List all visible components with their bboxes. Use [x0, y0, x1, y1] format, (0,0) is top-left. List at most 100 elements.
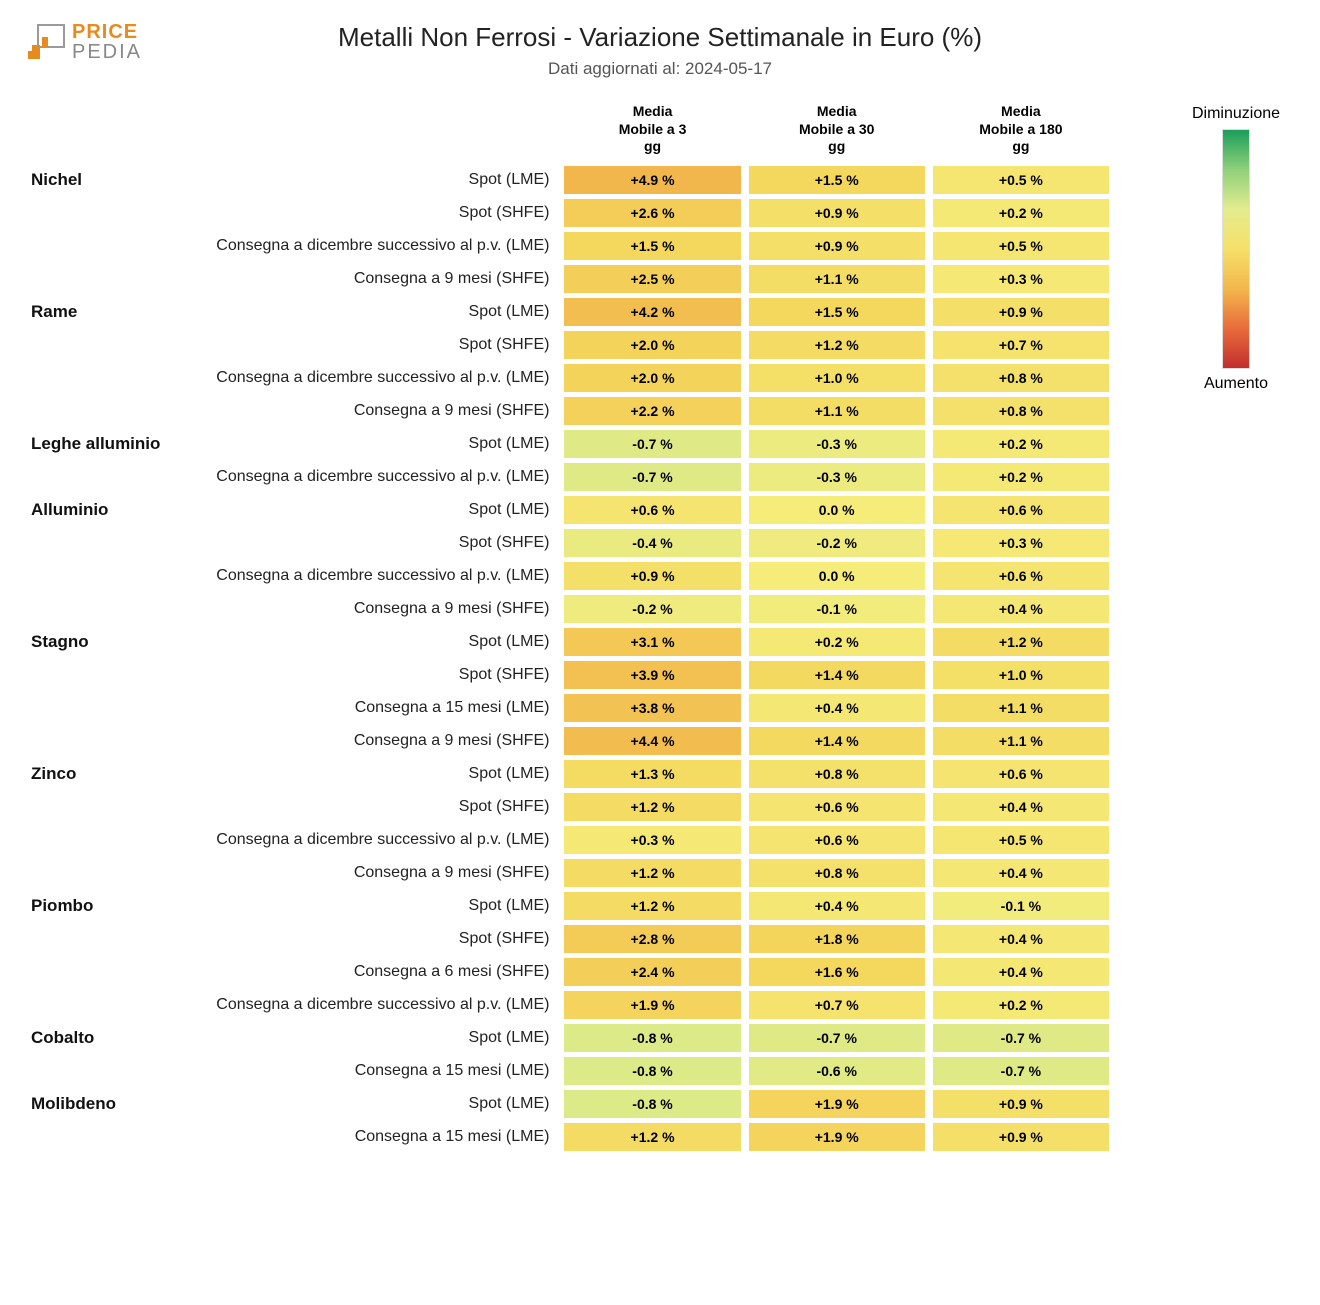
heatmap-cell: +0.7 % [748, 990, 926, 1020]
group-label [30, 924, 170, 954]
heatmap-cell: +1.8 % [748, 924, 926, 954]
heatmap-cell: +0.3 % [563, 825, 741, 855]
heatmap-cell: +0.5 % [932, 825, 1110, 855]
heatmap-cell: +0.4 % [748, 693, 926, 723]
heatmap-cell: +4.2 % [563, 297, 741, 327]
heatmap-cell: +4.9 % [563, 165, 741, 195]
group-label [30, 264, 170, 294]
heatmap-cell: +0.4 % [748, 891, 926, 921]
logo: PRICE PEDIA [28, 22, 142, 62]
table-row: Consegna a 15 mesi (LME)+1.2 %+1.9 %+0.9… [30, 1122, 1110, 1152]
group-label [30, 231, 170, 261]
heatmap-cell: -0.7 % [748, 1023, 926, 1053]
logo-text: PRICE PEDIA [72, 22, 142, 62]
table-row: Consegna a 9 mesi (SHFE)+1.2 %+0.8 %+0.4… [30, 858, 1110, 888]
group-label [30, 726, 170, 756]
heatmap-cell: +1.2 % [563, 1122, 741, 1152]
logo-text-bottom: PEDIA [72, 42, 142, 62]
heatmap-cell: 0.0 % [748, 495, 926, 525]
heatmap-cell: +0.6 % [748, 825, 926, 855]
table-row: NichelSpot (LME)+4.9 %+1.5 %+0.5 % [30, 165, 1110, 195]
group-label [30, 957, 170, 987]
row-label: Consegna a dicembre successivo al p.v. (… [176, 990, 557, 1020]
table-row: Consegna a dicembre successivo al p.v. (… [30, 825, 1110, 855]
group-label: Cobalto [30, 1023, 170, 1053]
heatmap-cell: +1.2 % [563, 891, 741, 921]
heatmap-cell: +0.6 % [748, 792, 926, 822]
group-label [30, 792, 170, 822]
table-row: RameSpot (LME)+4.2 %+1.5 %+0.9 % [30, 297, 1110, 327]
group-label: Alluminio [30, 495, 170, 525]
heatmap-cell: +2.2 % [563, 396, 741, 426]
row-label: Spot (LME) [176, 891, 557, 921]
row-label: Consegna a 15 mesi (LME) [176, 1056, 557, 1086]
heatmap-cell: +0.6 % [932, 561, 1110, 591]
heatmap-cell: +0.7 % [932, 330, 1110, 360]
group-label [30, 660, 170, 690]
heatmap-cell: +0.4 % [932, 957, 1110, 987]
heatmap-cell: +2.0 % [563, 330, 741, 360]
heatmap-cell: +1.1 % [748, 396, 926, 426]
row-label: Spot (LME) [176, 1089, 557, 1119]
table-row: Spot (SHFE)-0.4 %-0.2 %+0.3 % [30, 528, 1110, 558]
heatmap-cell: +0.8 % [932, 396, 1110, 426]
heatmap-cell: -0.2 % [748, 528, 926, 558]
heatmap-cell: -0.7 % [563, 462, 741, 492]
table-row: Consegna a 6 mesi (SHFE)+2.4 %+1.6 %+0.4… [30, 957, 1110, 987]
logo-icon [28, 23, 66, 61]
heatmap-cell: -0.7 % [932, 1023, 1110, 1053]
color-legend: Diminuzione Aumento [1176, 105, 1296, 399]
table-row: Spot (SHFE)+2.0 %+1.2 %+0.7 % [30, 330, 1110, 360]
logo-text-top: PRICE [72, 22, 142, 42]
table-row: Spot (SHFE)+2.6 %+0.9 %+0.2 % [30, 198, 1110, 228]
heatmap-cell: +1.2 % [563, 792, 741, 822]
heatmap-cell: +0.9 % [932, 297, 1110, 327]
heatmap-cell: +0.4 % [932, 858, 1110, 888]
heatmap-cell: +0.2 % [932, 429, 1110, 459]
row-label: Consegna a 9 mesi (SHFE) [176, 396, 557, 426]
row-label: Consegna a dicembre successivo al p.v. (… [176, 363, 557, 393]
chart-title: Metalli Non Ferrosi - Variazione Settima… [24, 22, 1296, 53]
heatmap-cell: -0.1 % [932, 891, 1110, 921]
heatmap-cell: +1.6 % [748, 957, 926, 987]
table-row: Consegna a dicembre successivo al p.v. (… [30, 462, 1110, 492]
heatmap-cell: +1.9 % [748, 1089, 926, 1119]
heatmap-cell: +1.2 % [563, 858, 741, 888]
heatmap-cell: -0.7 % [932, 1056, 1110, 1086]
heatmap-cell: +1.5 % [563, 231, 741, 261]
chart-subtitle: Dati aggiornati al: 2024-05-17 [24, 59, 1296, 79]
group-label: Piombo [30, 891, 170, 921]
row-label: Consegna a 9 mesi (SHFE) [176, 726, 557, 756]
heatmap-cell: +1.0 % [932, 660, 1110, 690]
heatmap-cell: +1.9 % [563, 990, 741, 1020]
row-label: Consegna a 15 mesi (LME) [176, 1122, 557, 1152]
heatmap-cell: -0.8 % [563, 1056, 741, 1086]
legend-bottom-label: Aumento [1176, 375, 1296, 393]
col-head-2: MediaMobile a 180gg [932, 102, 1110, 162]
row-label: Spot (LME) [176, 495, 557, 525]
group-label: Rame [30, 297, 170, 327]
row-label: Consegna a dicembre successivo al p.v. (… [176, 231, 557, 261]
group-label [30, 330, 170, 360]
row-label: Consegna a 9 mesi (SHFE) [176, 858, 557, 888]
legend-top-label: Diminuzione [1176, 105, 1296, 123]
heatmap-cell: +0.4 % [932, 792, 1110, 822]
table-row: PiomboSpot (LME)+1.2 %+0.4 %-0.1 % [30, 891, 1110, 921]
table-row: Spot (SHFE)+2.8 %+1.8 %+0.4 % [30, 924, 1110, 954]
table-row: Consegna a 15 mesi (LME)-0.8 %-0.6 %-0.7… [30, 1056, 1110, 1086]
heatmap-cell: +2.5 % [563, 264, 741, 294]
row-label: Spot (SHFE) [176, 528, 557, 558]
row-label: Spot (LME) [176, 297, 557, 327]
heatmap-cell: -0.1 % [748, 594, 926, 624]
heatmap-cell: +0.6 % [563, 495, 741, 525]
heatmap-cell: +0.8 % [748, 858, 926, 888]
heatmap-cell: +1.5 % [748, 297, 926, 327]
row-label: Spot (LME) [176, 165, 557, 195]
group-label [30, 990, 170, 1020]
heatmap-cell: +0.8 % [932, 363, 1110, 393]
group-label: Stagno [30, 627, 170, 657]
heatmap-cell: -0.8 % [563, 1089, 741, 1119]
heatmap-cell: +3.1 % [563, 627, 741, 657]
row-label: Consegna a dicembre successivo al p.v. (… [176, 561, 557, 591]
row-label: Consegna a dicembre successivo al p.v. (… [176, 825, 557, 855]
